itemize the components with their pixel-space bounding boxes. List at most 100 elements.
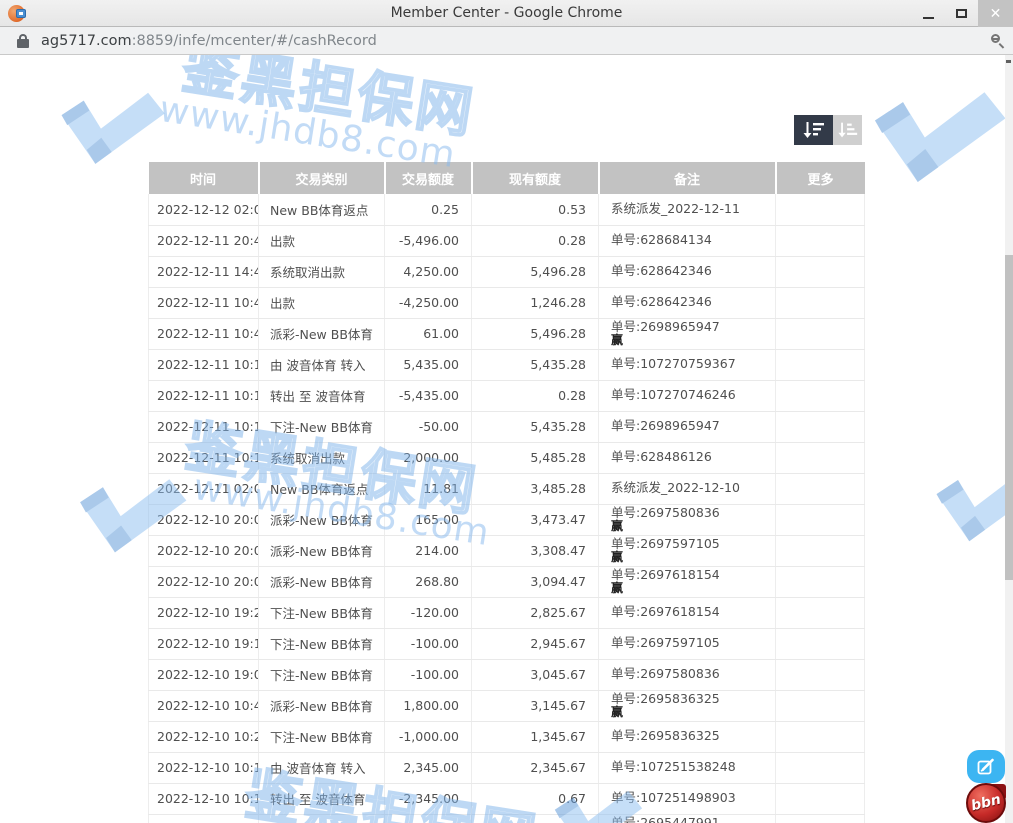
page-zoom-icon[interactable] [991,34,1005,49]
browser-urlbar[interactable]: ag5717.com:8859/infe/mcenter/#/cashRecor… [0,27,1013,55]
more-cell[interactable] [775,783,865,815]
time-cell: 2022-12-10 10:14:39 [148,783,259,815]
type-cell: 由 波音体育 转入 [258,752,385,784]
window-titlebar: Member Center - Google Chrome ✕ [0,0,1013,27]
win-flag: 赢 [611,580,624,595]
customer-service-button[interactable] [967,750,1005,783]
more-cell[interactable] [775,721,865,753]
table-row: 2022-12-10 19:27:44下注-New BB体育-120.002,8… [148,597,865,629]
balance-cell: 3,045.67 [471,659,599,691]
time-cell: 2022-12-11 02:03:22 [148,473,259,505]
sort-ascending-button[interactable] [833,115,862,145]
lock-icon [17,33,29,48]
amount-cell: 5,435.00 [384,349,472,381]
balance-cell: 0.28 [471,380,599,412]
more-cell[interactable] [775,814,865,823]
more-cell[interactable] [775,380,865,412]
table-row: 2022-12-10 20:06:27派彩-New BB体育165.003,47… [148,504,865,536]
sort-descending-button[interactable] [794,115,833,145]
table-row: 2022-12-10 10:16:50由 波音体育 转入2,345.002,34… [148,752,865,784]
type-cell: 下注-New BB体育 [258,597,385,629]
balance-cell: 5,435.28 [471,349,599,381]
table-row: 2022-12-11 02:03:22New BB体育返点11.813,485.… [148,473,865,505]
more-cell[interactable] [775,225,865,257]
time-cell: 2022-12-10 20:02:15 [148,566,259,598]
amount-cell: -100.00 [384,628,472,660]
remark-cell: 单号:2697597105 [598,628,776,660]
type-cell: 出款 [258,225,385,257]
sort-descending-icon [803,122,824,138]
balance-cell: 0.53 [471,194,599,226]
scrollbar-thumb[interactable] [1005,255,1013,580]
note-pencil-icon [977,758,994,774]
time-cell: 2022-12-10 19:27:44 [148,597,259,629]
column-header: 备注 [598,162,777,194]
type-cell: 派彩-New BB体育 [258,814,385,823]
window-title: Member Center - Google Chrome [390,5,623,21]
more-cell[interactable] [775,256,865,288]
more-cell[interactable] [775,628,865,660]
column-header: 现有额度 [471,162,600,194]
scrollbar-up-arrow[interactable] [1006,60,1011,63]
minimize-button[interactable] [912,0,945,27]
amount-cell: -5,496.00 [384,225,472,257]
amount-cell: 268.80 [384,566,472,598]
type-cell: 下注-New BB体育 [258,411,385,443]
type-cell: New BB体育返点 [258,473,385,505]
more-cell[interactable] [775,473,865,505]
more-cell[interactable] [775,690,865,722]
column-header: 时间 [148,162,260,194]
column-header: 更多 [775,162,865,194]
table-row: 2022-12-11 10:17:31转出 至 波音体育-5,435.000.2… [148,380,865,412]
more-cell[interactable] [775,194,865,226]
amount-cell: -1,000.00 [384,721,472,753]
more-cell[interactable] [775,535,865,567]
more-cell[interactable] [775,504,865,536]
amount-cell: 11.81 [384,473,472,505]
amount-cell: 214.00 [384,535,472,567]
amount-cell: 2,345.00 [384,752,472,784]
vertical-scrollbar[interactable] [1005,55,1013,823]
amount-cell: 61.00 [384,318,472,350]
sort-toolbar [794,115,862,145]
table-header-row: 时间 交易类别 交易额度 现有额度 备注 更多 [148,162,865,194]
table-row: 2022-12-10 19:00:12下注-New BB体育-100.003,0… [148,659,865,691]
close-button[interactable]: ✕ [978,0,1013,27]
amount-cell: 0.25 [384,194,472,226]
more-cell[interactable] [775,566,865,598]
more-cell[interactable] [775,659,865,691]
more-cell[interactable] [775,349,865,381]
column-header: 交易额度 [384,162,473,194]
remark-cell: 单号:2697597105 赢 [598,535,776,567]
type-cell: 派彩-New BB体育 [258,318,385,350]
more-cell[interactable] [775,287,865,319]
more-cell[interactable] [775,597,865,629]
balance-cell: 5,496.28 [471,318,599,350]
more-cell[interactable] [775,318,865,350]
remark-cell: 单号:107270759367 [598,349,776,381]
more-cell[interactable] [775,442,865,474]
type-cell: 出款 [258,287,385,319]
maximize-button[interactable] [945,0,978,27]
bbn-logo-icon: bbn [966,783,1006,823]
time-cell: 2022-12-10 10:48:19 [148,690,259,722]
time-cell: 2022-12-10 19:12:49 [148,628,259,660]
bbn-logo-button[interactable]: bbn [966,783,1008,823]
amount-cell: -2,345.00 [384,783,472,815]
bbn-logo-label: bbn [969,791,1003,815]
amount-cell: -100.00 [384,659,472,691]
balance-cell: 0.67 [471,783,599,815]
balance-cell: 3,145.67 [471,690,599,722]
url-domain: ag5717.com [41,32,132,49]
remark-cell: 单号:2695836325 [598,721,776,753]
remark-cell: 单号:2698965947 [598,411,776,443]
time-cell: 2022-12-11 10:42:48 [148,287,259,319]
remark-cell: 单号:107270746246 [598,380,776,412]
remark-cell: 单号:2697618154 赢 [598,566,776,598]
address-url[interactable]: ag5717.com:8859/infe/mcenter/#/cashRecor… [41,33,377,49]
more-cell[interactable] [775,411,865,443]
table-row: 2022-12-10 10:48:19派彩-New BB体育1,800.003,… [148,690,865,722]
type-cell: 系统取消出款 [258,442,385,474]
more-cell[interactable] [775,752,865,784]
close-icon: ✕ [989,5,1002,22]
